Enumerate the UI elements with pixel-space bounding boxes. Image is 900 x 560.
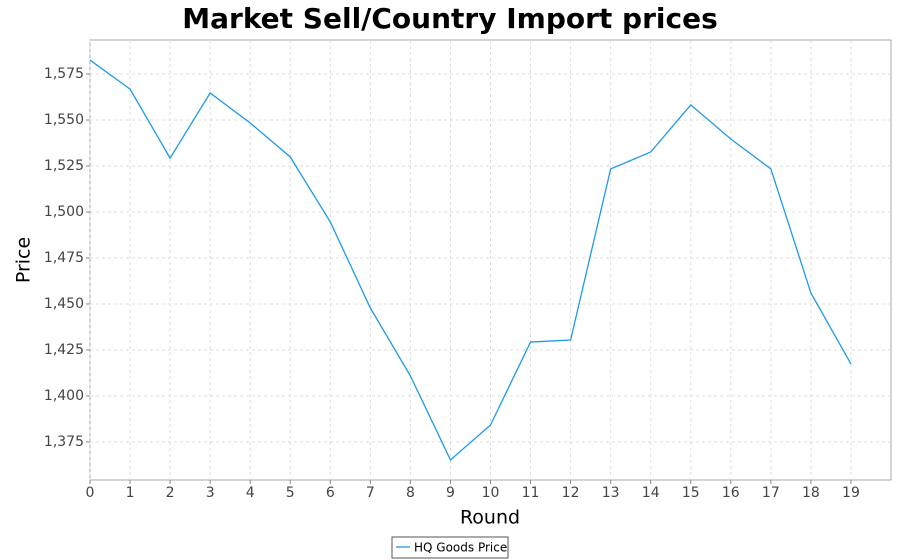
chart-title: Market Sell/Country Import prices: [182, 2, 718, 35]
y-tick-label: 1,425: [44, 342, 84, 358]
x-axis-label: Round: [460, 507, 520, 529]
x-tick-label: 3: [206, 485, 215, 501]
x-tick-label: 17: [762, 485, 780, 501]
x-tick-label: 19: [842, 485, 860, 501]
y-tick-label: 1,375: [44, 434, 84, 450]
legend: [391, 536, 509, 559]
x-tick-label: 9: [446, 485, 455, 501]
x-tick-label: 5: [286, 485, 295, 501]
x-tick-label: 15: [682, 485, 700, 501]
x-tick-label: 10: [482, 485, 500, 501]
x-tick-label: 18: [802, 485, 820, 501]
x-tick-label: 11: [522, 485, 540, 501]
x-tick-label: 6: [326, 485, 335, 501]
y-axis-label: Price: [13, 237, 35, 283]
x-tick-label: 16: [722, 485, 740, 501]
x-tick-label: 13: [602, 485, 620, 501]
series-line: [89, 59, 852, 462]
y-tick-label: 1,500: [44, 204, 84, 220]
x-tick-label: 2: [166, 485, 175, 501]
x-tick-label: 14: [642, 485, 660, 501]
x-tick-label: 4: [246, 485, 255, 501]
y-tick-label: 1,575: [44, 66, 84, 82]
x-tick-label: 7: [366, 485, 375, 501]
legend-label: HQ Goods Price: [414, 541, 507, 555]
x-tick-label: 1: [126, 485, 135, 501]
y-tick-label: 1,475: [44, 250, 84, 266]
y-tick-label: 1,400: [44, 388, 84, 404]
y-tick-label: 1,450: [44, 296, 84, 312]
x-tick-label: 8: [406, 485, 415, 501]
y-tick-label: 1,550: [44, 112, 84, 128]
x-tick-label: 12: [562, 485, 580, 501]
x-tick-label: 0: [86, 485, 95, 501]
y-tick-label: 1,525: [44, 158, 84, 174]
